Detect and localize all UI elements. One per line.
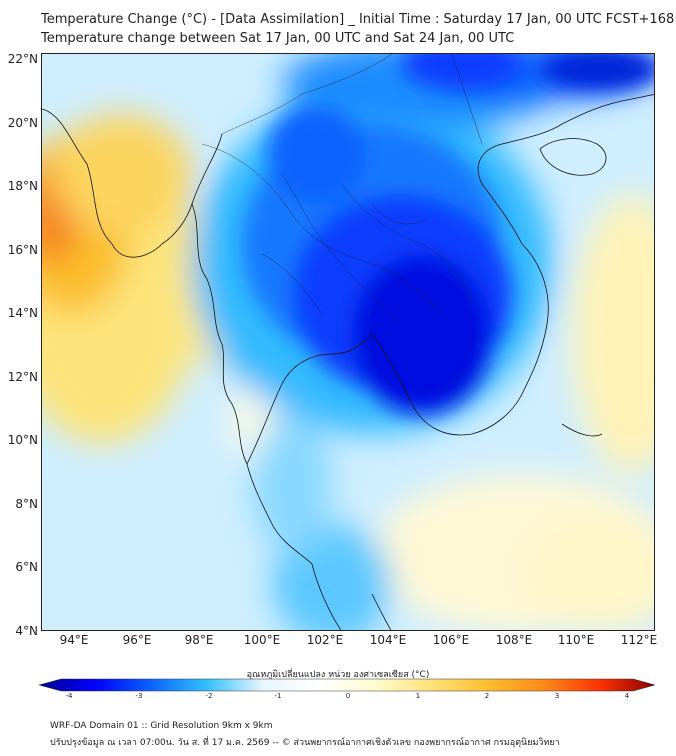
colorbar-tick: 0 [345,692,351,700]
colorbar [39,678,655,692]
lat-label: 22°N [7,52,38,66]
colorbar-tick: 4 [624,692,630,700]
lon-label: 112°E [620,633,658,647]
lat-label: 14°N [7,306,38,320]
colorbar-tick: -4 [65,692,73,700]
colorbar-tick: 1 [415,692,421,700]
lon-label: 98°E [184,633,214,647]
cold-core [242,54,654,414]
lat-label: 8°N [15,497,38,511]
footer-model-info: WRF-DA Domain 01 :: Grid Resolution 9km … [50,721,273,731]
lat-label: 12°N [7,370,38,384]
lon-label: 100°E [243,633,281,647]
map-title: Temperature Change (°C) - [Data Assimila… [41,12,675,27]
lat-label: 6°N [15,560,38,574]
lat-label: 4°N [15,624,38,638]
map-subtitle: Temperature change between Sat 17 Jan, 0… [41,31,515,46]
lon-label: 94°E [59,633,89,647]
colorbar-tick: -2 [205,692,213,700]
lon-label: 96°E [122,633,152,647]
footer-credit: ปรับปรุงข้อมูล ณ เวลา 07:00น. วัน ส. ที่… [50,738,560,748]
colorbar-title: อุณหภูมิเปลี่ยนแปลง หน่วย องศาเซลเซียส (… [246,670,430,680]
colorbar-tick: -1 [274,692,282,700]
lat-label: 16°N [7,243,38,257]
lon-label: 108°E [495,633,533,647]
coastlines [42,94,654,630]
lat-label: 10°N [7,433,38,447]
lon-label: 106°E [432,633,470,647]
colorbar-tick: -3 [135,692,143,700]
temperature-change-map [42,54,654,630]
colorbar-tick: 3 [554,692,560,700]
lat-label: 18°N [7,179,38,193]
lon-label: 102°E [306,633,344,647]
colorbar-tick: 2 [484,692,490,700]
map-panel[interactable] [41,53,655,631]
lon-label: 104°E [369,633,407,647]
lon-label: 110°E [557,633,595,647]
lat-label: 20°N [7,116,38,130]
